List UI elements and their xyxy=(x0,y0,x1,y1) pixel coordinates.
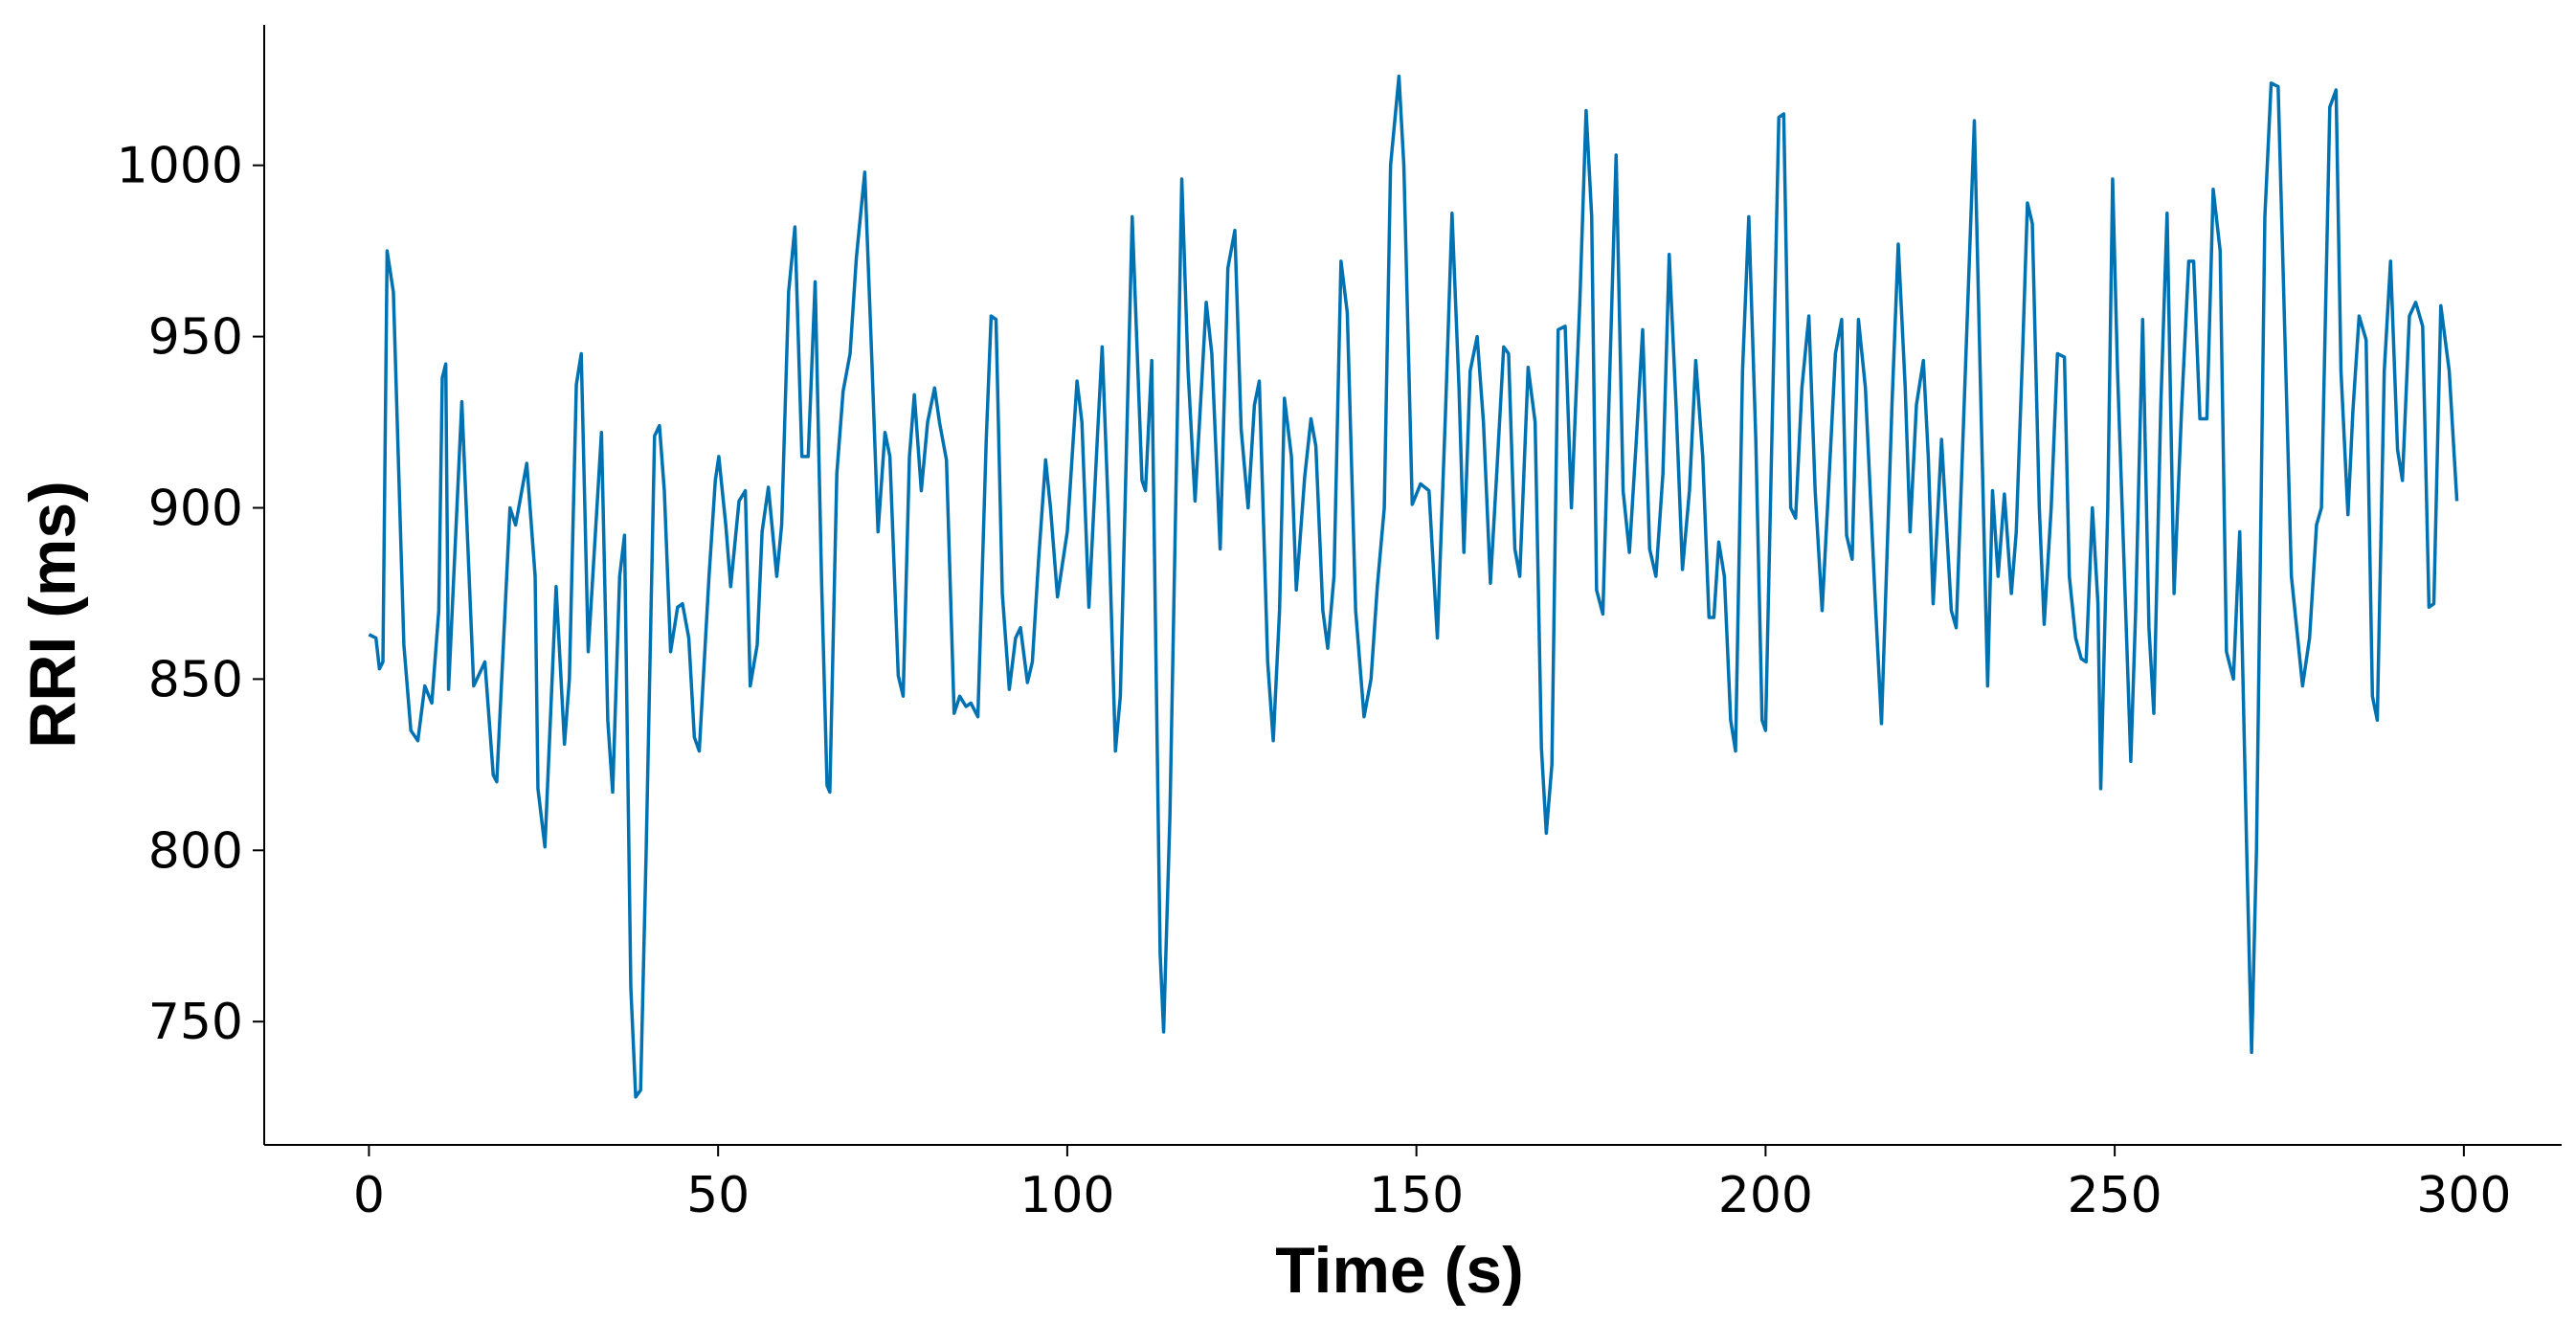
x-tick-label: 250 xyxy=(2067,1167,2162,1224)
x-axis-label: Time (s) xyxy=(1275,1234,1523,1307)
x-tick-label: 100 xyxy=(1019,1167,1114,1224)
y-tick-label: 950 xyxy=(148,309,243,367)
y-tick-label: 850 xyxy=(148,651,243,708)
x-tick-label: 200 xyxy=(1718,1167,1813,1224)
x-tick-label: 0 xyxy=(353,1167,385,1224)
data-line xyxy=(368,74,2459,1099)
y-tick-label: 800 xyxy=(148,822,243,880)
y-tick-label: 1000 xyxy=(117,138,243,195)
y-axis-label: RRI (ms) xyxy=(16,481,89,749)
y-tick-label: 750 xyxy=(148,994,243,1051)
x-tick-label: 300 xyxy=(2416,1167,2511,1224)
y-tick-label: 900 xyxy=(148,480,243,537)
x-tick-label: 150 xyxy=(1369,1167,1464,1224)
x-tick-label: 50 xyxy=(686,1167,750,1224)
